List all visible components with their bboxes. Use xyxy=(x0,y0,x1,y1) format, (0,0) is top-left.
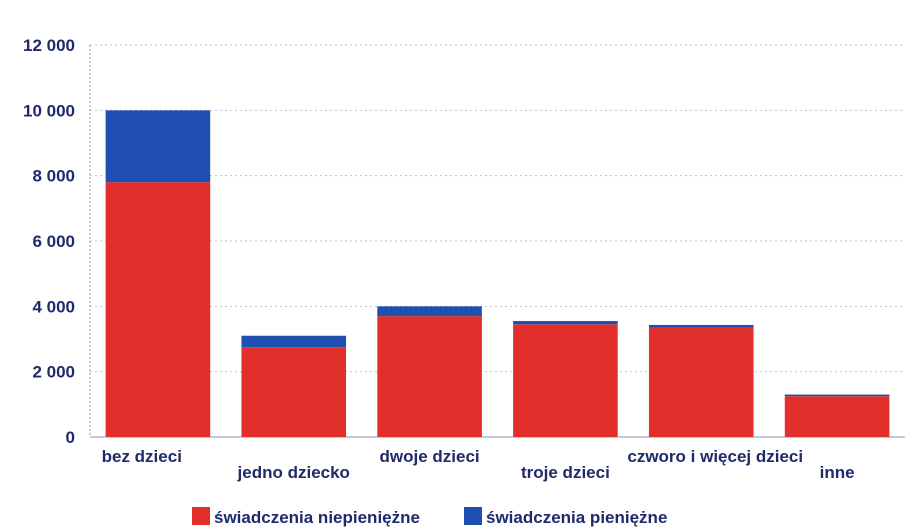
y-tick-labels: 0 2 000 4 000 6 000 8 000 10 000 12 000 xyxy=(23,36,75,447)
category-label: jedno dziecko xyxy=(237,463,350,482)
legend-label-niepieniezne: świadczenia niepieniężne xyxy=(214,508,420,527)
bar-segment-niepieniezne xyxy=(648,327,754,437)
legend-label-pieniezne: świadczenia pieniężne xyxy=(486,508,667,527)
bar-segment-niepieniezne xyxy=(241,347,347,437)
y-tick-label: 6 000 xyxy=(32,232,75,251)
bar-segment-pieniezne xyxy=(648,324,754,328)
y-tick-label: 4 000 xyxy=(32,297,75,316)
y-tick-label: 12 000 xyxy=(23,36,75,55)
legend-swatch-pieniezne xyxy=(464,507,482,525)
gridlines xyxy=(90,44,905,373)
category-label: troje dzieci xyxy=(521,463,610,482)
category-label: inne xyxy=(820,463,855,482)
bar-segment-pieniezne xyxy=(105,110,211,183)
y-tick-label: 2 000 xyxy=(32,363,75,382)
bar-segment-niepieniezne xyxy=(377,316,482,437)
category-label: czworo i więcej dzieci xyxy=(627,447,803,466)
bar-segment-niepieniezne xyxy=(513,324,618,437)
bar-segment-pieniezne xyxy=(513,321,618,325)
y-tick-label: 0 xyxy=(66,428,75,447)
bar-segment-niepieniezne xyxy=(784,396,890,437)
category-label: dwoje dzieci xyxy=(380,447,480,466)
legend-swatch-niepieniezne xyxy=(192,507,210,525)
bar-segment-niepieniezne xyxy=(105,182,211,437)
bar-segment-pieniezne xyxy=(377,306,482,317)
category-label: bez dzieci xyxy=(102,447,182,466)
bar-segment-pieniezne xyxy=(241,335,347,348)
bars xyxy=(105,110,890,437)
category-labels: bez dzieci jedno dziecko dwoje dzieci troje… xyxy=(102,447,855,482)
legend: świadczenia niepieniężne świadczenia pie… xyxy=(192,507,667,527)
y-tick-label: 10 000 xyxy=(23,101,75,120)
bar-segment-pieniezne xyxy=(784,394,890,397)
y-tick-label: 8 000 xyxy=(32,167,75,186)
